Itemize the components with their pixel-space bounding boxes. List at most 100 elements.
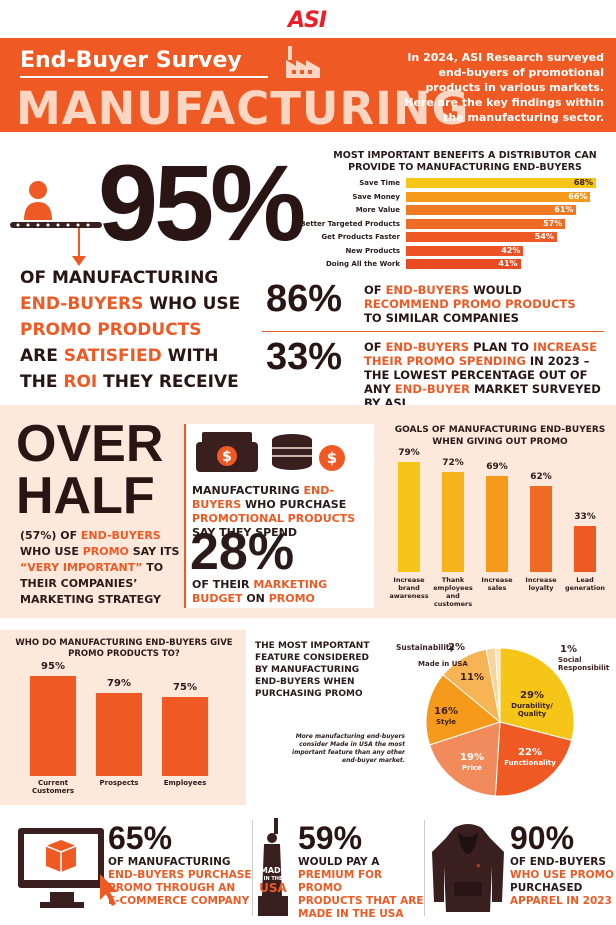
pie-slice — [428, 721, 501, 797]
goal-label: Thank employees and customers — [433, 576, 473, 608]
goal-value: 79% — [398, 448, 420, 458]
benefit-bar: 54% — [406, 232, 557, 242]
text: PURCHASED — [510, 882, 583, 894]
text: (57%) OF — [20, 529, 81, 542]
text: PROMO — [82, 545, 129, 558]
pie-label: Made in USA — [418, 660, 468, 668]
benefit-row: Save Money 66% — [300, 191, 605, 203]
benefit-label: New Products — [345, 246, 400, 255]
factory-icon — [286, 46, 320, 78]
pie-label: Style — [436, 718, 456, 726]
benefit-label: Doing All the Work — [325, 260, 400, 268]
banner-sector: MANUFACTURING — [16, 82, 470, 135]
hero-stat: 95% — [98, 142, 306, 263]
pie-label: Durability/ — [511, 702, 553, 710]
benefit-label: Get Products Faster — [321, 233, 400, 241]
benefit-row: Doing All the Work 41% — [300, 259, 605, 270]
pie-slice — [425, 674, 502, 746]
divider — [262, 331, 604, 332]
goal-value: 33% — [574, 512, 596, 523]
feature-chart-title: THE MOST IMPORTANT FEATURE CONSIDERED BY… — [255, 641, 370, 699]
conveyor-person-icon — [10, 181, 102, 266]
computer-cart-icon — [18, 828, 118, 908]
text: WHO PURCHASE — [241, 498, 347, 511]
goal-label: Increase sales — [481, 576, 513, 592]
pie-slice — [494, 721, 573, 797]
who-value: 75% — [173, 682, 197, 694]
benefit-value: 68% — [573, 178, 593, 187]
text: OF — [364, 340, 386, 354]
text: END-BUYERS — [385, 283, 470, 297]
text: END-BUYER — [394, 382, 471, 396]
hero-line: WITH — [161, 346, 219, 366]
ecommerce-text: OF MANUFACTURING END-BUYERS PURCHASE PROMO… — [108, 856, 258, 908]
banner-underline — [20, 76, 268, 78]
benefit-row: New Products 42% — [300, 245, 605, 257]
goal-bar — [574, 526, 596, 572]
money-coins-icon: $ $ — [196, 432, 345, 472]
divider — [252, 820, 253, 916]
pie-value: 29% — [520, 690, 544, 701]
badge-text: IN THE — [263, 876, 283, 882]
pie-value: 22% — [518, 747, 542, 758]
goal-value: 72% — [442, 457, 464, 468]
text: WOULD PAY A — [298, 856, 380, 868]
feature-note: More manufacturing end-buyers consider M… — [292, 733, 405, 764]
text: MARKETING BUDGET — [192, 578, 328, 605]
goal-label: Increase loyalty — [525, 576, 557, 592]
text: MADE IN THE USA — [298, 908, 404, 920]
who-value: 79% — [107, 677, 131, 689]
benefit-value: 42% — [501, 245, 521, 255]
over-half-text: (57%) OF END-BUYERS WHO USE PROMO SAY IT… — [20, 528, 190, 608]
hero-line: SATISFIED — [63, 346, 162, 366]
benefit-label: More Value — [355, 206, 400, 214]
hoodie-icon: * — [432, 824, 504, 912]
svg-text:$: $ — [327, 449, 337, 467]
text: INCREASE THEIR PROMO SPENDING — [364, 340, 598, 368]
divider — [424, 820, 425, 916]
benefit-row: Better Targeted Products 57% — [300, 218, 605, 230]
text: WOULD — [469, 283, 522, 297]
goal-value: 62% — [530, 471, 552, 482]
stat-33-text: OF END-BUYERS PLAN TO INCREASE THEIR PRO… — [364, 340, 604, 410]
benefit-value: 66% — [568, 191, 588, 201]
text: RECOMMEND PROMO PRODUCTS — [364, 297, 576, 311]
stat-86: 86% — [266, 278, 343, 320]
hero-line: THEY RECEIVE — [97, 372, 239, 392]
text: SAY ITS — [128, 545, 180, 558]
goal-bar — [398, 462, 420, 572]
goal-label: Increase brand awareness — [389, 576, 429, 600]
text: PREMIUM FOR PROMO — [298, 869, 383, 894]
goal-label: Lead generation — [564, 576, 606, 592]
benefit-value: 41% — [498, 259, 518, 268]
goals-chart-title: GOALS OF MANUFACTURING END-BUYERS WHEN G… — [394, 425, 606, 447]
budget-text-2: OF THEIR MARKETING BUDGET ON PROMO — [192, 578, 372, 606]
text: PRODUCTS THAT ARE — [298, 895, 424, 907]
feature-pie-chart: 29%Durability/Quality 22%Functionality 19%… — [396, 642, 610, 797]
text: TO THEIR COMPANIES’ MARKETING STRATEGY — [20, 561, 164, 606]
text: HALF — [16, 467, 155, 525]
asi-logo: ASI — [288, 8, 327, 33]
text: TO SIMILAR COMPANIES — [364, 311, 519, 325]
hero-line: THE — [20, 372, 64, 392]
pie-label: Price — [462, 764, 482, 772]
hero-line: ARE — [20, 346, 64, 366]
pie-slice — [499, 647, 575, 742]
text: SAY THEY SPEND — [192, 526, 298, 539]
hero-line: END-BUYERS — [20, 294, 144, 314]
text: END-BUYERS — [80, 529, 161, 542]
benefit-row: More Value 61% — [300, 205, 605, 216]
text: IN 2023 – THE LOWEST PERCENTAGE OUT OF A… — [364, 354, 590, 396]
header-banner — [0, 38, 616, 132]
badge-text: MADE — [259, 866, 287, 875]
benefit-bar: 41% — [406, 259, 521, 269]
text: WHO USE PROMO — [510, 869, 614, 881]
pie-slice — [494, 647, 501, 723]
who-label: Current Customers — [31, 779, 75, 795]
benefit-row: Get Products Faster 54% — [300, 232, 605, 243]
stat-33: 33% — [266, 336, 343, 378]
text: OF END-BUYERS — [510, 856, 606, 868]
benefit-value: 61% — [554, 205, 574, 214]
pie-label: Sustainability — [396, 643, 454, 652]
text: END-BUYERS PURCHASE — [108, 869, 252, 881]
